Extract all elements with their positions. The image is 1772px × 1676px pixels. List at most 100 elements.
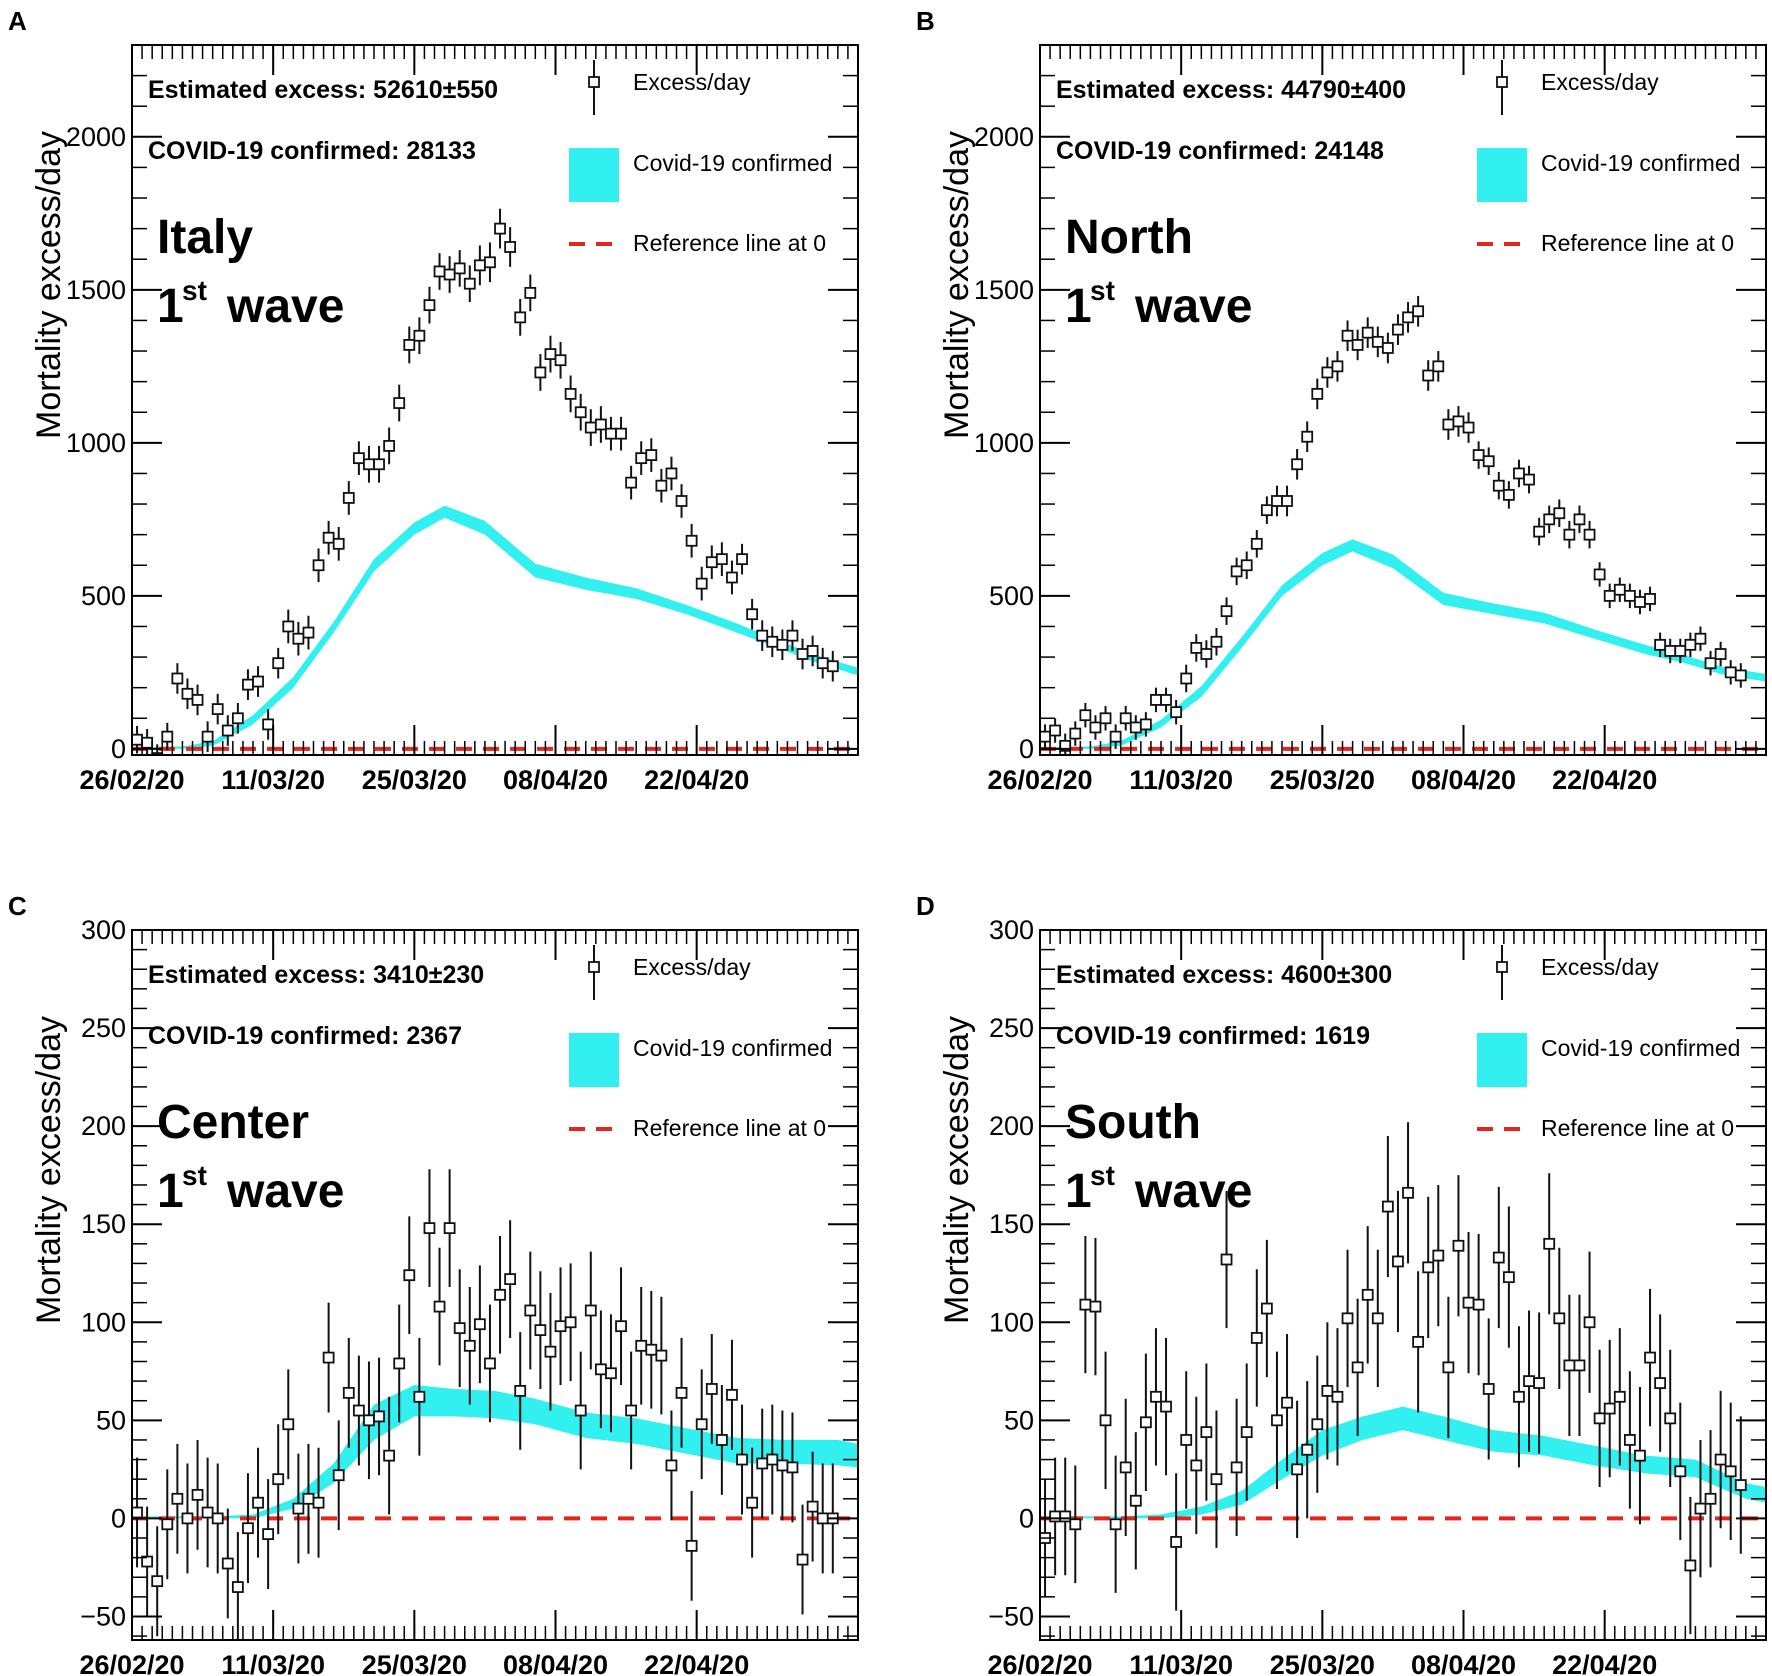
point-marker xyxy=(1331,360,1344,373)
data-point xyxy=(433,1247,446,1366)
point-marker xyxy=(413,1390,426,1403)
point-marker xyxy=(1361,1288,1374,1301)
legend-entry-excess: Excess/day xyxy=(1496,60,1659,115)
point-marker xyxy=(776,638,789,651)
point-marker xyxy=(302,626,315,639)
data-point xyxy=(544,335,557,373)
point-marker xyxy=(1200,1426,1213,1438)
point-marker xyxy=(1432,1249,1445,1262)
data-point xyxy=(1412,1271,1425,1413)
point-marker xyxy=(1543,1237,1556,1250)
data-point xyxy=(746,1447,759,1558)
data-point xyxy=(504,1220,517,1338)
y-axis-title: Mortality excess/day xyxy=(30,1016,68,1324)
covid-confirmed-count-text: COVID-19 confirmed: 24148 xyxy=(1056,137,1384,165)
point-marker xyxy=(373,1410,385,1423)
data-point xyxy=(584,409,597,446)
estimated-excess-text: Estimated excess: 3410±230 xyxy=(148,961,484,989)
legend-entry-band: Covid-19 confirmed xyxy=(569,148,832,202)
point-marker xyxy=(1472,1298,1485,1311)
data-point xyxy=(534,1271,547,1389)
data-point xyxy=(433,253,446,290)
point-marker xyxy=(242,1522,254,1535)
data-point xyxy=(1553,499,1566,528)
legend: Excess/day Covid-19 confirmed Reference li… xyxy=(569,945,832,1141)
point-marker xyxy=(655,1349,668,1362)
data-point xyxy=(1089,715,1102,740)
point-marker xyxy=(1563,1359,1576,1372)
point-marker xyxy=(1402,311,1414,324)
panel-letter: C xyxy=(8,891,27,921)
point-marker xyxy=(554,1320,567,1333)
point-marker xyxy=(443,1222,456,1235)
point-marker xyxy=(181,687,194,700)
point-marker xyxy=(1644,1351,1656,1364)
legend-label-excess: Excess/day xyxy=(1541,954,1659,980)
panel-letter: A xyxy=(8,6,27,36)
data-point xyxy=(1069,721,1082,746)
point-marker xyxy=(1381,1200,1394,1213)
data-point xyxy=(1281,1334,1293,1472)
excess-points xyxy=(1040,295,1747,755)
point-marker xyxy=(605,427,617,440)
legend-label-excess: Excess/day xyxy=(1541,69,1659,95)
point-marker xyxy=(1150,1390,1162,1403)
point-marker xyxy=(1139,1416,1152,1429)
point-marker xyxy=(574,406,587,419)
data-point xyxy=(1371,1249,1384,1387)
point-marker xyxy=(262,1528,275,1540)
data-point xyxy=(756,620,769,651)
data-point xyxy=(1613,1328,1626,1466)
point-marker xyxy=(564,387,577,400)
data-point xyxy=(1603,583,1616,609)
data-point xyxy=(1230,557,1243,586)
legend-band-swatch xyxy=(569,148,619,202)
legend-label-band: Covid-19 confirmed xyxy=(1541,1035,1740,1061)
legend-entry-excess: Excess/day xyxy=(1496,945,1659,1000)
data-point xyxy=(1381,332,1394,364)
point-marker xyxy=(1180,1434,1193,1446)
data-point xyxy=(272,1424,285,1535)
data-point xyxy=(1321,357,1334,388)
point-marker xyxy=(806,1500,819,1513)
data-point xyxy=(1271,1351,1283,1489)
data-point xyxy=(1381,1135,1394,1278)
data-point xyxy=(776,1410,789,1521)
legend-entry-excess: Excess/day xyxy=(588,945,751,1000)
point-marker xyxy=(1230,1461,1243,1474)
point-marker xyxy=(262,718,275,731)
point-marker xyxy=(1160,1400,1172,1413)
point-marker xyxy=(473,1318,486,1331)
point-marker xyxy=(1553,507,1566,520)
data-point xyxy=(715,1385,728,1495)
point-marker xyxy=(1311,1418,1324,1431)
point-marker xyxy=(1331,1390,1344,1403)
data-point xyxy=(1170,1473,1183,1611)
data-point xyxy=(1361,1226,1374,1364)
data-point xyxy=(1623,583,1636,609)
point-marker xyxy=(161,730,174,743)
data-point xyxy=(635,1286,648,1405)
legend-label-band: Covid-19 confirmed xyxy=(633,150,832,176)
y-tick-label: 250 xyxy=(989,1013,1034,1043)
data-point xyxy=(726,1339,738,1450)
data-point xyxy=(1069,1465,1082,1584)
data-point xyxy=(826,650,839,682)
point-marker xyxy=(1281,1396,1293,1409)
data-point xyxy=(726,560,738,595)
point-marker xyxy=(484,256,496,269)
point-marker xyxy=(1240,559,1253,572)
data-point xyxy=(514,299,527,336)
point-marker xyxy=(1271,495,1283,507)
point-marker xyxy=(544,348,557,360)
y-tick-label: 0 xyxy=(1019,1503,1034,1533)
data-point xyxy=(141,728,154,755)
point-marker xyxy=(141,736,154,749)
point-marker xyxy=(1291,458,1304,471)
point-marker xyxy=(1452,415,1465,428)
data-point xyxy=(1049,718,1062,743)
data-point xyxy=(1684,632,1697,658)
covid-confirmed-band xyxy=(132,1385,858,1519)
y-tick-label: 2000 xyxy=(974,122,1034,152)
point-marker xyxy=(1704,657,1717,670)
